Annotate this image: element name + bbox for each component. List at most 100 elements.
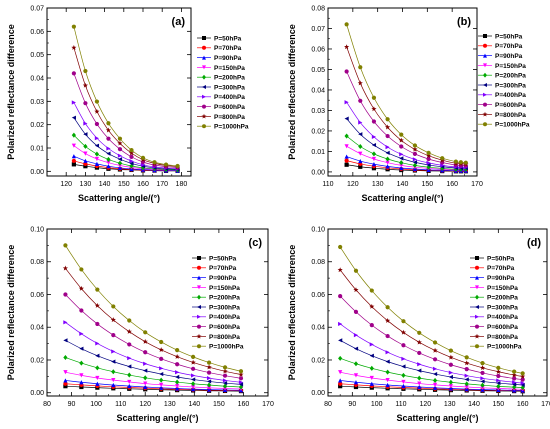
legend-marker xyxy=(483,102,487,107)
legend-entry: P=200hPa xyxy=(495,73,526,80)
data-point xyxy=(401,383,406,389)
data-point xyxy=(163,162,169,167)
series-P=600hPa xyxy=(338,294,525,382)
y-tick-label: 0.06 xyxy=(30,29,44,36)
legend-entry: P=600hPa xyxy=(495,102,526,109)
data-point xyxy=(344,116,349,121)
data-point xyxy=(142,338,148,344)
legend-entry: P=400hPa xyxy=(495,92,526,99)
data-point xyxy=(399,156,404,161)
series-P=300hPa xyxy=(338,338,525,388)
data-point xyxy=(143,381,148,386)
series-line xyxy=(73,155,178,171)
data-point xyxy=(369,375,374,381)
data-point xyxy=(385,133,390,139)
legend-marker xyxy=(197,344,201,349)
x-tick-label: 110 xyxy=(322,181,333,188)
legend-entry: P=300hPa xyxy=(214,84,245,91)
data-point xyxy=(464,384,469,390)
y-tick-label: 0.07 xyxy=(311,26,325,33)
data-point xyxy=(82,82,88,88)
data-point xyxy=(353,361,359,367)
data-point xyxy=(337,267,343,273)
data-point xyxy=(358,143,363,150)
x-axis-label: Scattering angle/(°) xyxy=(396,413,478,423)
data-point xyxy=(338,384,343,389)
series-P=300hPa xyxy=(71,115,180,172)
data-point xyxy=(129,148,134,153)
data-point xyxy=(106,151,111,156)
legend-marker xyxy=(483,92,487,97)
data-point xyxy=(369,323,374,328)
x-tick-label: 140 xyxy=(99,181,111,188)
data-point xyxy=(95,321,100,327)
data-point xyxy=(79,360,84,366)
series-line xyxy=(73,47,178,168)
data-point xyxy=(222,378,228,383)
plot-frame xyxy=(327,7,478,177)
data-point xyxy=(496,365,501,370)
data-point xyxy=(159,385,164,390)
data-point xyxy=(94,99,100,104)
legend-marker xyxy=(202,94,206,99)
data-point xyxy=(432,385,438,390)
data-point xyxy=(126,328,132,334)
data-point xyxy=(127,383,132,389)
y-tick-label: 0.08 xyxy=(311,259,325,266)
data-point xyxy=(448,362,453,367)
legend-marker xyxy=(202,74,206,80)
data-point xyxy=(175,348,180,353)
x-tick-label: 160 xyxy=(137,181,149,188)
y-tick-label: 0.08 xyxy=(311,6,325,13)
data-point xyxy=(338,321,343,327)
data-point xyxy=(63,243,68,248)
data-point xyxy=(127,364,132,369)
legend-entry: P=400hPa xyxy=(214,94,245,101)
data-point xyxy=(79,373,84,378)
data-point xyxy=(480,379,485,384)
data-point xyxy=(79,267,84,272)
data-point xyxy=(400,329,407,335)
legend-entry: P=150hPa xyxy=(209,285,240,292)
series-P=200hPa xyxy=(338,355,525,391)
y-tick-label: 0.08 xyxy=(30,259,44,266)
data-point xyxy=(206,370,212,375)
legend-marker xyxy=(197,305,201,309)
data-point xyxy=(129,154,134,159)
data-point xyxy=(432,382,438,387)
data-point xyxy=(344,154,349,159)
data-point xyxy=(344,22,349,27)
data-point xyxy=(401,356,406,361)
series-P=600hPa xyxy=(344,69,468,168)
x-tick-label: 120 xyxy=(60,181,72,188)
data-point xyxy=(385,150,390,155)
data-point xyxy=(158,347,164,353)
legend-marker xyxy=(197,324,201,329)
data-point xyxy=(401,364,406,369)
data-point xyxy=(63,381,68,386)
data-point xyxy=(95,381,100,386)
legend-marker xyxy=(197,285,201,290)
data-point xyxy=(358,98,363,103)
data-point xyxy=(369,353,374,358)
data-point xyxy=(71,162,76,167)
panel-label: (d) xyxy=(527,237,541,249)
data-point xyxy=(191,366,196,371)
data-point xyxy=(412,160,418,165)
y-tick-label: 0.02 xyxy=(30,357,44,364)
data-point xyxy=(417,375,422,381)
data-point xyxy=(159,366,164,371)
x-tick-label: 80 xyxy=(324,401,332,408)
data-point xyxy=(412,146,418,152)
legend-marker xyxy=(202,55,206,60)
legend-marker xyxy=(202,104,206,109)
legend: P=50hPa P=70hPa P=90hPa P=150hPa P=200hPa P=3… xyxy=(470,255,522,351)
data-point xyxy=(353,346,359,351)
data-point xyxy=(399,165,404,171)
legend-entry: P=150hPa xyxy=(214,65,245,72)
data-point xyxy=(62,265,69,271)
data-point xyxy=(401,319,406,324)
data-point xyxy=(511,372,517,378)
legend-entry: P=200hPa xyxy=(214,75,245,82)
data-point xyxy=(440,156,445,161)
